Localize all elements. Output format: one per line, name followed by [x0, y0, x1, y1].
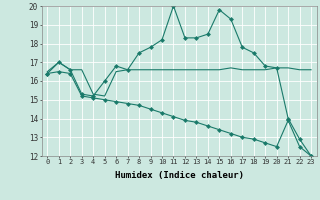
- X-axis label: Humidex (Indice chaleur): Humidex (Indice chaleur): [115, 171, 244, 180]
